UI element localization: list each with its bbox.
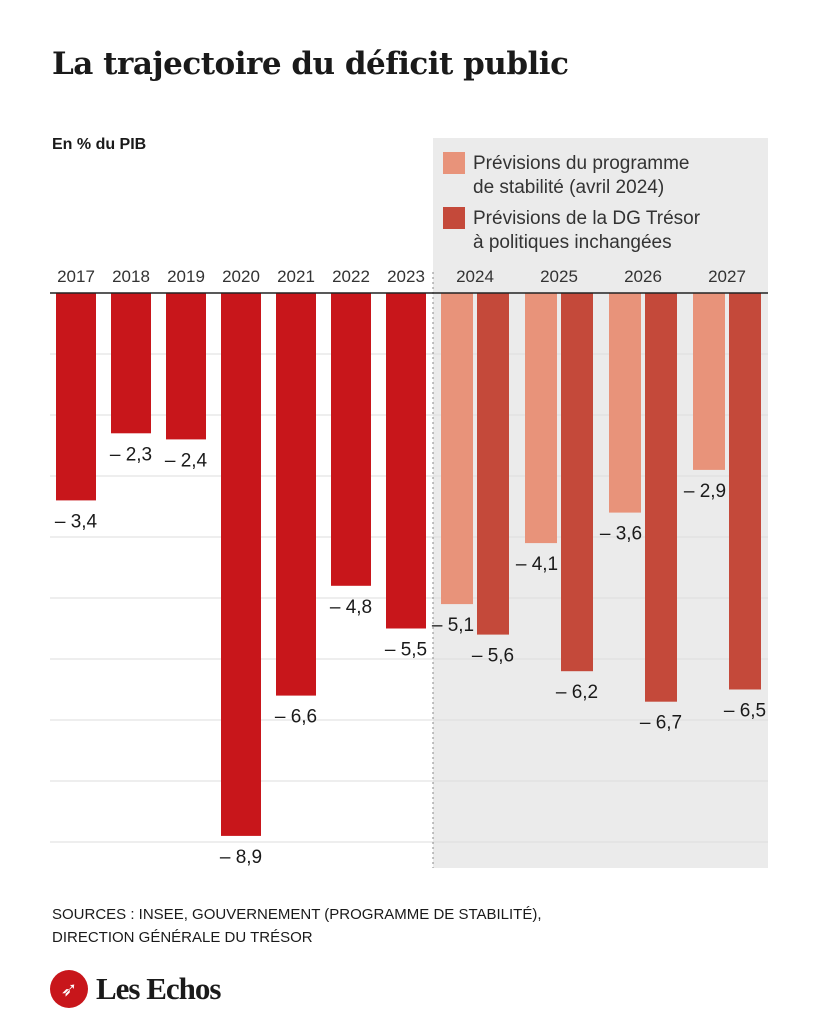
bar-2023 — [386, 293, 426, 629]
bar-2020 — [221, 293, 261, 836]
sources-line-2: DIRECTION GÉNÉRALE DU TRÉSOR — [52, 929, 313, 946]
year-label: 2027 — [708, 267, 746, 286]
bar-2024-stabilite — [441, 293, 473, 605]
year-label: 2025 — [540, 267, 578, 286]
logo-emblem-icon: ➶ — [50, 970, 88, 1008]
value-label: – 2,3 — [110, 444, 152, 465]
bar-chart: Prévisions du programme de stabilité (avr… — [50, 138, 768, 868]
value-label: – 6,7 — [640, 713, 682, 734]
logo-text: Les Echos — [96, 971, 221, 1006]
legend-label: de stabilité (avril 2024) — [473, 177, 664, 198]
value-label: – 6,6 — [275, 707, 317, 728]
legend-label: Prévisions du programme — [473, 153, 689, 174]
value-label: – 5,5 — [385, 640, 427, 661]
year-label: 2020 — [222, 267, 260, 286]
bar-2024-tresor — [477, 293, 509, 635]
value-label: – 4,8 — [330, 597, 372, 618]
value-label: – 5,6 — [472, 646, 514, 667]
year-label: 2017 — [57, 267, 95, 286]
value-label: – 2,9 — [684, 481, 726, 502]
year-label: 2018 — [112, 267, 150, 286]
bar-2027-stabilite — [693, 293, 725, 470]
bar-2018 — [111, 293, 151, 434]
value-label: – 3,6 — [600, 524, 642, 545]
sources-line-1: SOURCES : INSEE, GOUVERNEMENT (PROGRAMME… — [52, 906, 542, 923]
bar-2025-stabilite — [525, 293, 557, 544]
value-label: – 3,4 — [55, 511, 98, 532]
year-label: 2019 — [167, 267, 205, 286]
bar-2017 — [56, 293, 96, 501]
year-label: 2024 — [456, 267, 494, 286]
legend-label: Prévisions de la DG Trésor — [473, 208, 701, 229]
value-label: – 2,4 — [165, 450, 208, 471]
bar-2026-tresor — [645, 293, 677, 702]
value-label: – 5,1 — [432, 615, 474, 636]
year-label: 2023 — [387, 267, 425, 286]
legend-swatch — [443, 152, 465, 174]
value-label: – 6,5 — [724, 701, 766, 722]
value-label: – 6,2 — [556, 682, 598, 703]
value-label: – 4,1 — [516, 554, 558, 575]
chart-title: La trajectoire du déficit public — [52, 46, 569, 82]
bar-2026-stabilite — [609, 293, 641, 513]
legend-label: à politiques inchangées — [473, 232, 672, 253]
bar-2019 — [166, 293, 206, 440]
bar-2022 — [331, 293, 371, 586]
les-echos-logo: ➶ Les Echos — [50, 970, 221, 1008]
value-label: – 8,9 — [220, 847, 262, 868]
year-label: 2022 — [332, 267, 370, 286]
unit-label: En % du PIB — [52, 136, 147, 153]
year-label: 2021 — [277, 267, 315, 286]
legend-swatch — [443, 207, 465, 229]
bar-2027-tresor — [729, 293, 761, 690]
year-label: 2026 — [624, 267, 662, 286]
sources: SOURCES : INSEE, GOUVERNEMENT (PROGRAMME… — [52, 903, 542, 949]
bar-2025-tresor — [561, 293, 593, 672]
bar-2021 — [276, 293, 316, 696]
